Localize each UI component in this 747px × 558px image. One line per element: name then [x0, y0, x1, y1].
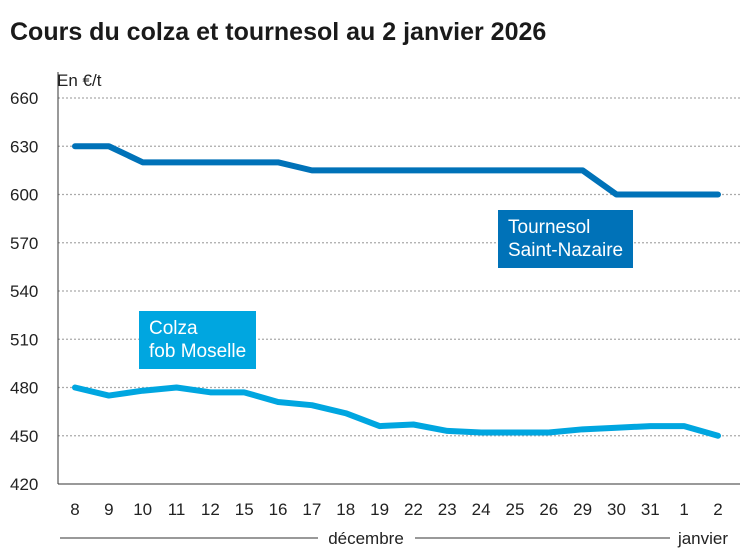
legend-label-line: Saint-Nazaire — [508, 240, 624, 261]
legend-label-line: Tournesol — [508, 217, 591, 238]
chart-title: Cours du colza et tournesol au 2 janvier… — [10, 18, 547, 46]
x-tick-label: 8 — [70, 500, 79, 519]
x-tick-label: 2 — [713, 500, 722, 519]
x-tick-label: 25 — [505, 500, 524, 519]
x-tick-label: 1 — [679, 500, 688, 519]
x-tick-label: 30 — [607, 500, 626, 519]
y-axis-unit: En €/t — [57, 71, 102, 90]
y-tick-label: 480 — [10, 379, 38, 398]
legend-label-line: Colza — [149, 318, 198, 339]
x-tick-label: 24 — [472, 500, 491, 519]
month-label-january: janvier — [677, 529, 728, 548]
series-line-0 — [72, 143, 721, 198]
x-tick-label: 9 — [104, 500, 113, 519]
y-tick-label: 630 — [10, 137, 38, 156]
x-tick-label: 15 — [235, 500, 254, 519]
legend-colza: Colza fob Moselle — [139, 311, 257, 369]
x-tick-label: 31 — [641, 500, 660, 519]
y-tick-label: 600 — [10, 186, 38, 205]
x-tick-label: 19 — [370, 500, 389, 519]
x-tick-label: 26 — [539, 500, 558, 519]
x-tick-label: 12 — [201, 500, 220, 519]
legend-tournesol: Tournesol Saint-Nazaire — [498, 210, 634, 268]
y-tick-label: 570 — [10, 234, 38, 253]
x-tick-label: 16 — [269, 500, 288, 519]
x-tick-label: 22 — [404, 500, 423, 519]
x-tick-label: 29 — [573, 500, 592, 519]
x-tick-label: 10 — [133, 500, 152, 519]
y-tick-label: 540 — [10, 282, 38, 301]
x-tick-label: 11 — [168, 500, 186, 519]
series-line-1 — [72, 384, 721, 439]
y-tick-label: 660 — [10, 89, 38, 108]
y-tick-label: 510 — [10, 330, 38, 349]
x-tick-label: 18 — [336, 500, 355, 519]
y-tick-label: 420 — [10, 475, 38, 494]
x-tick-label: 17 — [302, 500, 321, 519]
legend-label-line: fob Moselle — [149, 341, 247, 362]
month-label-december: décembre — [328, 529, 404, 548]
y-tick-label: 450 — [10, 427, 38, 446]
x-tick-label: 23 — [438, 500, 457, 519]
